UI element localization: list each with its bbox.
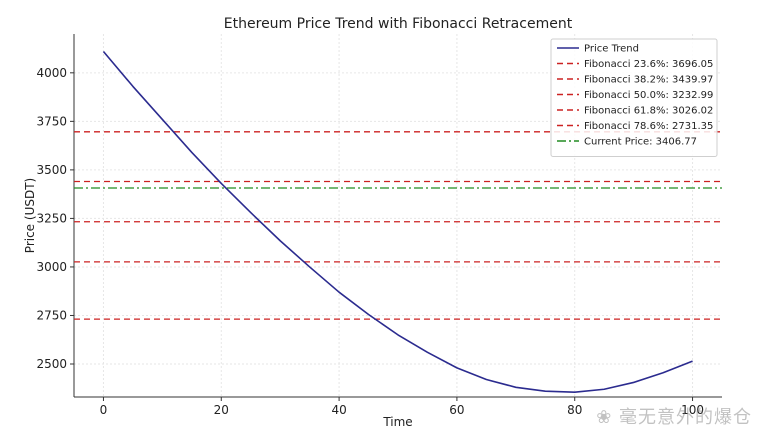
- y-tick-label: 4000: [36, 66, 67, 80]
- legend-label: Fibonacci 78.6%: 2731.35: [584, 121, 713, 132]
- y-axis-label: Price (USDT): [23, 178, 37, 253]
- legend-box: [550, 38, 718, 157]
- legend-label: Fibonacci 61.8%: 3026.02: [584, 106, 713, 117]
- legend-label: Current Price: 3406.77: [584, 137, 697, 148]
- legend-label: Price Trend: [584, 44, 639, 55]
- y-tick-label: 3250: [36, 211, 67, 225]
- y-tick-label: 2750: [36, 308, 67, 322]
- y-tick-label: 3000: [36, 260, 67, 274]
- x-tick-label: 40: [331, 403, 346, 417]
- chart-title: Ethereum Price Trend with Fibonacci Retr…: [224, 16, 573, 32]
- x-axis-label: Time: [382, 415, 412, 429]
- y-tick-label: 3750: [36, 114, 67, 128]
- x-tick-label: 100: [681, 403, 704, 417]
- series-line: [102, 50, 693, 393]
- legend-label: Fibonacci 38.2%: 3439.97: [584, 75, 713, 86]
- y-tick-label: 3500: [36, 163, 67, 177]
- legend-label: Fibonacci 50.0%: 3232.99: [584, 90, 713, 101]
- watermark: ❀ 毫无意外的爆仓: [596, 407, 752, 428]
- x-tick-label: 20: [214, 403, 229, 417]
- y-tick-label: 2500: [36, 357, 67, 371]
- x-tick-label: 60: [449, 403, 464, 417]
- x-tick-label: 80: [567, 403, 582, 417]
- x-tick-label: 0: [100, 403, 108, 417]
- legend-label: Fibonacci 23.6%: 3696.05: [584, 59, 713, 70]
